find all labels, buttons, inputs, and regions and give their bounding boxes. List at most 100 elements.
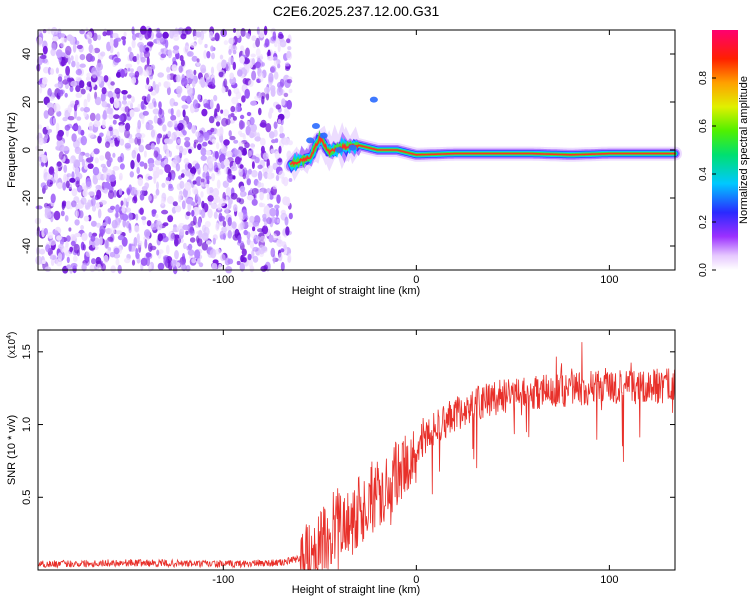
spectrogram-noise-region xyxy=(34,25,293,275)
noise-speckle xyxy=(182,255,186,265)
noise-speckle xyxy=(35,205,43,210)
noise-speckle xyxy=(143,162,148,170)
chart-title: C2E6.2025.237.12.00.G31 xyxy=(273,3,440,19)
noise-speckle xyxy=(83,163,89,170)
noise-speckle xyxy=(218,71,224,78)
noise-speckle xyxy=(264,86,270,94)
noise-speckle xyxy=(186,211,191,216)
noise-speckle xyxy=(37,124,43,130)
noise-speckle xyxy=(205,150,212,156)
noise-speckle xyxy=(170,108,174,116)
noise-speckle xyxy=(70,262,78,269)
noise-speckle xyxy=(197,94,201,101)
noise-speckle xyxy=(132,33,137,41)
noise-speckle xyxy=(148,195,152,202)
noise-speckle xyxy=(259,137,266,146)
noise-speckle xyxy=(136,233,140,244)
noise-speckle xyxy=(185,265,191,272)
noise-speckle xyxy=(259,122,267,128)
noise-speckle xyxy=(100,263,106,272)
noise-speckle xyxy=(252,226,256,232)
noise-speckle xyxy=(94,157,99,164)
noise-speckle xyxy=(52,230,59,236)
noise-speckle xyxy=(204,43,208,49)
noise-speckle xyxy=(73,243,80,254)
noise-speckle xyxy=(102,110,107,120)
noise-speckle xyxy=(117,234,124,241)
noise-speckle xyxy=(182,130,187,136)
noise-speckle xyxy=(71,200,77,208)
noise-speckle xyxy=(254,136,261,142)
noise-speckle xyxy=(74,167,80,176)
noise-speckle xyxy=(145,256,151,267)
noise-speckle xyxy=(227,230,232,239)
noise-speckle xyxy=(58,56,62,63)
noise-speckle xyxy=(99,155,105,161)
noise-speckle xyxy=(276,239,284,248)
noise-speckle xyxy=(152,80,156,91)
noise-speckle xyxy=(258,28,265,38)
noise-speckle xyxy=(158,169,164,175)
noise-speckle xyxy=(245,125,251,136)
noise-speckle xyxy=(152,108,160,115)
noise-speckle xyxy=(144,30,150,40)
noise-speckle xyxy=(249,240,255,249)
noise-speckle xyxy=(275,104,282,110)
noise-speckle xyxy=(103,172,107,180)
noise-speckle xyxy=(50,48,56,57)
noise-speckle xyxy=(270,247,276,258)
noise-speckle xyxy=(138,144,145,153)
noise-speckle xyxy=(127,94,132,99)
y-tick-label: 20 xyxy=(21,96,33,108)
noise-speckle xyxy=(216,128,223,137)
noise-speckle xyxy=(71,60,76,68)
noise-speckle xyxy=(165,244,170,255)
noise-speckle xyxy=(56,235,62,241)
noise-speckle xyxy=(71,133,77,142)
noise-speckle xyxy=(86,72,91,78)
noise-speckle xyxy=(53,172,59,181)
noise-speckle xyxy=(125,122,131,131)
x-tick-label: 0 xyxy=(413,574,419,586)
noise-speckle xyxy=(65,241,69,248)
noise-speckle xyxy=(69,85,74,93)
noise-speckle xyxy=(192,29,197,38)
noise-speckle xyxy=(95,202,100,209)
noise-speckle xyxy=(195,193,200,201)
noise-speckle xyxy=(115,210,119,220)
noise-speckle xyxy=(233,204,238,212)
noise-speckle xyxy=(131,149,137,159)
noise-speckle xyxy=(80,225,84,230)
colorbar-tick-label: 0.4 xyxy=(698,167,709,181)
noise-speckle xyxy=(230,165,238,172)
noise-speckle xyxy=(206,51,211,59)
noise-speckle xyxy=(222,109,230,117)
noise-speckle xyxy=(140,100,145,110)
noise-speckle xyxy=(236,30,241,39)
noise-speckle xyxy=(275,174,280,182)
noise-speckle xyxy=(165,176,171,181)
noise-speckle xyxy=(249,265,255,273)
noise-speckle xyxy=(284,109,291,119)
noise-speckle xyxy=(273,121,278,129)
signal-blob xyxy=(369,96,378,103)
noise-speckle xyxy=(43,66,50,74)
noise-speckle xyxy=(80,135,88,146)
noise-speckle xyxy=(53,210,61,221)
noise-speckle xyxy=(236,260,241,266)
noise-speckle xyxy=(87,163,94,170)
noise-speckle xyxy=(122,213,129,221)
noise-speckle xyxy=(117,135,121,141)
noise-speckle xyxy=(80,197,87,205)
noise-speckle xyxy=(55,166,59,174)
noise-speckle xyxy=(59,144,66,153)
noise-speckle xyxy=(131,259,136,266)
noise-speckle xyxy=(109,96,115,104)
snr-x-axis-label: Height of straight line (km) xyxy=(292,584,420,596)
noise-speckle xyxy=(277,42,281,53)
noise-speckle xyxy=(134,225,140,233)
noise-speckle xyxy=(56,122,60,133)
noise-speckle xyxy=(227,89,232,97)
noise-speckle xyxy=(230,113,235,118)
noise-speckle xyxy=(187,163,192,169)
